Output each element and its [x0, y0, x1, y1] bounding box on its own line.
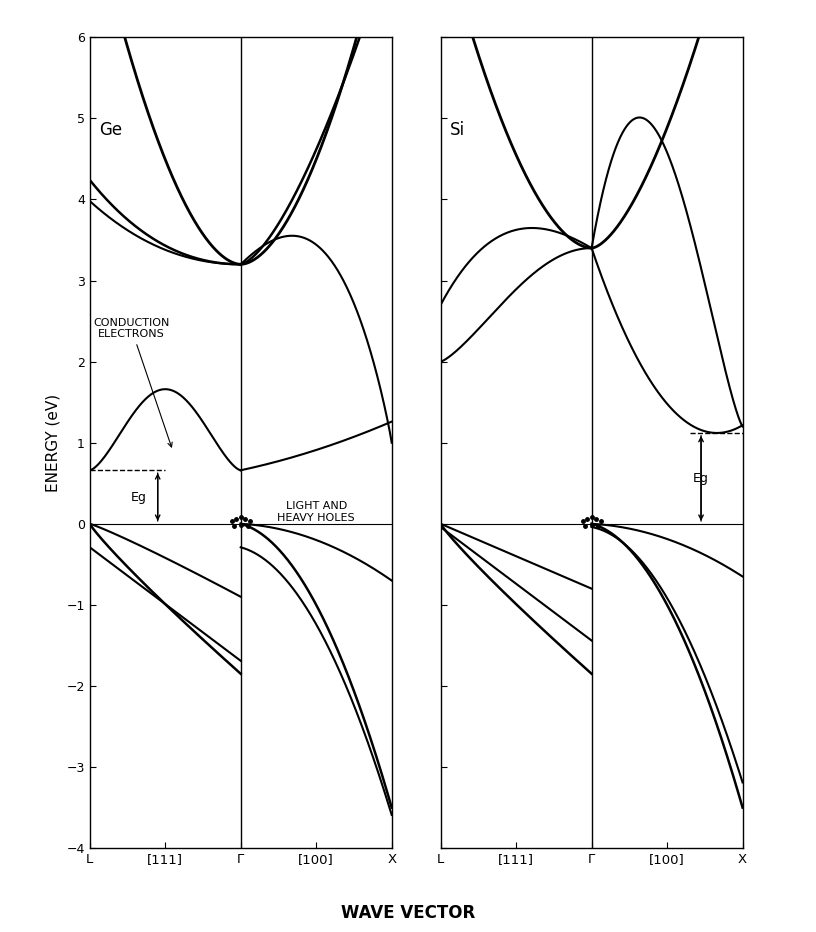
Text: Si: Si — [450, 120, 465, 139]
Text: Eg: Eg — [693, 473, 709, 486]
Text: CONDUCTION
ELECTRONS: CONDUCTION ELECTRONS — [93, 318, 172, 447]
Text: Ge: Ge — [99, 120, 122, 139]
Text: LIGHT AND
HEAVY HOLES: LIGHT AND HEAVY HOLES — [277, 501, 355, 523]
Y-axis label: ENERGY (eV): ENERGY (eV) — [46, 393, 61, 492]
Text: Eg: Eg — [131, 491, 147, 504]
Text: WAVE VECTOR: WAVE VECTOR — [341, 904, 475, 922]
